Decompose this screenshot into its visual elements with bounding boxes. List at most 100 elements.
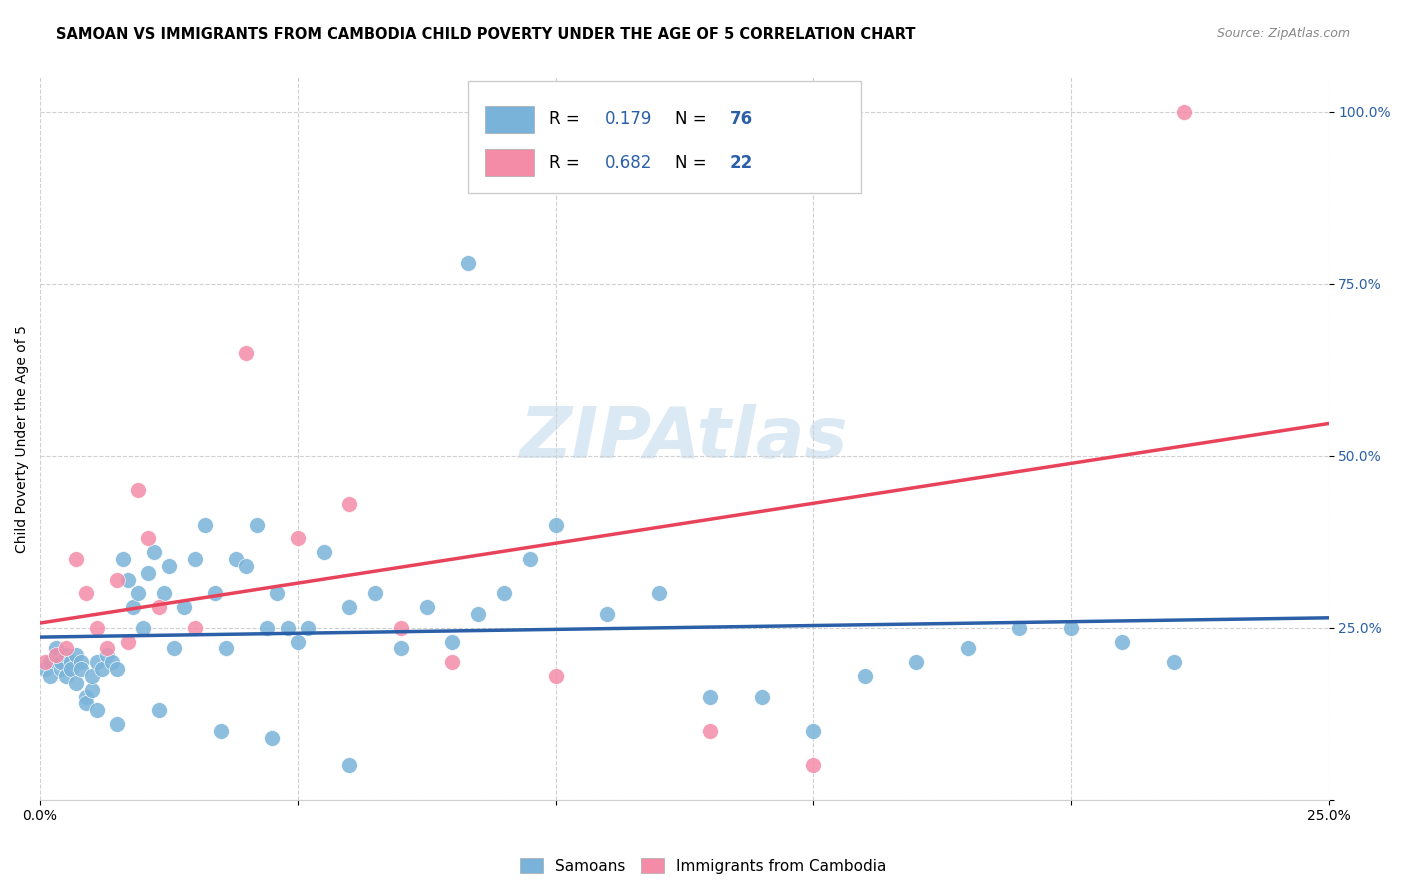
- Point: [184, 621, 207, 635]
- Point: [699, 723, 721, 738]
- Point: [55, 669, 77, 683]
- Point: [337, 600, 360, 615]
- Point: [337, 758, 360, 772]
- Text: ZIPAtlas: ZIPAtlas: [520, 404, 849, 473]
- Point: [49, 655, 72, 669]
- Point: [209, 723, 232, 738]
- Point: [956, 641, 979, 656]
- Y-axis label: Child Poverty Under the Age of 5: Child Poverty Under the Age of 5: [15, 325, 30, 552]
- Point: [519, 552, 541, 566]
- Text: SAMOAN VS IMMIGRANTS FROM CAMBODIA CHILD POVERTY UNDER THE AGE OF 5 CORRELATION : SAMOAN VS IMMIGRANTS FROM CAMBODIA CHILD…: [56, 27, 915, 42]
- Point: [65, 648, 87, 663]
- Point: [1173, 104, 1195, 119]
- Point: [60, 662, 83, 676]
- Point: [153, 586, 176, 600]
- Point: [127, 586, 149, 600]
- Point: [107, 662, 129, 676]
- Point: [245, 517, 267, 532]
- Point: [76, 586, 98, 600]
- Point: [256, 621, 278, 635]
- Point: [214, 641, 236, 656]
- Point: [76, 697, 98, 711]
- Text: Source: ZipAtlas.com: Source: ZipAtlas.com: [1216, 27, 1350, 40]
- Point: [173, 600, 195, 615]
- Point: [39, 669, 62, 683]
- Point: [544, 669, 567, 683]
- Point: [45, 648, 67, 663]
- Text: R =: R =: [550, 153, 585, 171]
- Point: [312, 545, 335, 559]
- Point: [96, 641, 118, 656]
- Point: [142, 545, 165, 559]
- Point: [138, 532, 160, 546]
- Point: [647, 586, 669, 600]
- Text: 22: 22: [730, 153, 752, 171]
- Point: [34, 655, 56, 669]
- FancyBboxPatch shape: [485, 149, 534, 177]
- Point: [225, 552, 247, 566]
- Point: [76, 690, 98, 704]
- Legend: Samoans, Immigrants from Cambodia: Samoans, Immigrants from Cambodia: [513, 852, 893, 880]
- Point: [266, 586, 288, 600]
- Text: N =: N =: [675, 153, 713, 171]
- Point: [122, 600, 145, 615]
- Point: [1060, 621, 1083, 635]
- Point: [204, 586, 226, 600]
- Text: N =: N =: [675, 111, 713, 128]
- Point: [699, 690, 721, 704]
- Point: [389, 621, 412, 635]
- Point: [163, 641, 186, 656]
- Point: [96, 648, 118, 663]
- Point: [101, 655, 124, 669]
- Point: [55, 648, 77, 663]
- Point: [55, 641, 77, 656]
- Point: [70, 655, 93, 669]
- Text: 76: 76: [730, 111, 752, 128]
- Text: 0.682: 0.682: [605, 153, 652, 171]
- Point: [905, 655, 928, 669]
- Point: [1111, 634, 1133, 648]
- Point: [751, 690, 773, 704]
- Point: [70, 662, 93, 676]
- Point: [235, 558, 257, 573]
- Point: [441, 634, 464, 648]
- Point: [235, 345, 257, 359]
- Text: 0.179: 0.179: [605, 111, 652, 128]
- Point: [132, 621, 155, 635]
- Point: [1163, 655, 1185, 669]
- Point: [138, 566, 160, 580]
- Point: [492, 586, 515, 600]
- Text: R =: R =: [550, 111, 585, 128]
- Point: [801, 758, 824, 772]
- Point: [801, 723, 824, 738]
- Point: [39, 655, 62, 669]
- Point: [287, 634, 309, 648]
- Point: [49, 662, 72, 676]
- Point: [107, 717, 129, 731]
- Point: [127, 483, 149, 498]
- Point: [1008, 621, 1031, 635]
- Point: [260, 731, 283, 745]
- Point: [297, 621, 319, 635]
- Point: [415, 600, 437, 615]
- Point: [45, 648, 67, 663]
- Point: [184, 552, 207, 566]
- Point: [148, 703, 170, 717]
- Point: [86, 703, 108, 717]
- Point: [34, 662, 56, 676]
- Point: [111, 552, 134, 566]
- Point: [60, 655, 83, 669]
- Point: [467, 607, 489, 621]
- Point: [117, 634, 139, 648]
- Point: [389, 641, 412, 656]
- Point: [457, 256, 479, 270]
- Point: [117, 573, 139, 587]
- Point: [194, 517, 217, 532]
- Point: [86, 655, 108, 669]
- FancyBboxPatch shape: [468, 81, 860, 193]
- Point: [364, 586, 387, 600]
- Point: [45, 641, 67, 656]
- Point: [157, 558, 180, 573]
- Point: [86, 621, 108, 635]
- Point: [276, 621, 298, 635]
